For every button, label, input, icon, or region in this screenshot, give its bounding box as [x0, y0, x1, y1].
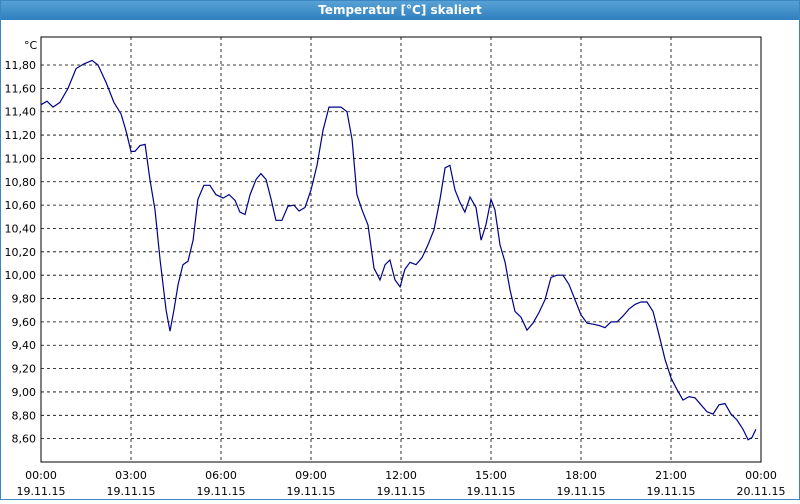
x-tick-label: 00:00: [745, 469, 777, 482]
y-tick-label: 10,00: [5, 269, 37, 282]
y-tick-label: 8,80: [12, 409, 37, 422]
y-tick-label: 9,60: [12, 316, 37, 329]
y-tick-label: 11,40: [5, 106, 37, 119]
y-tick-label: 9,80: [12, 293, 37, 306]
y-tick-label: 11,60: [5, 82, 37, 95]
y-tick-label: 10,80: [5, 176, 37, 189]
y-tick-label: 9,00: [12, 386, 37, 399]
x-tick-date: 19.11.15: [197, 485, 246, 498]
x-tick-date: 20.11.15: [737, 485, 786, 498]
x-tick-label: 12:00: [385, 469, 417, 482]
x-tick-date: 19.11.15: [287, 485, 336, 498]
x-tick-date: 19.11.15: [377, 485, 426, 498]
y-tick-label: 11,20: [5, 129, 37, 142]
x-tick-label: 00:00: [25, 469, 57, 482]
data-line: [40, 59, 757, 441]
y-tick-label: 10,60: [5, 199, 37, 212]
x-tick-date: 19.11.15: [17, 485, 66, 498]
chart-title: Temperatur [°C] skaliert: [318, 3, 482, 17]
y-tick-label: 9,20: [12, 363, 37, 376]
x-tick-label: 06:00: [205, 469, 237, 482]
y-tick-label: 11,80: [5, 59, 37, 72]
x-tick-label: 15:00: [475, 469, 507, 482]
x-tick-date: 19.11.15: [107, 485, 156, 498]
x-tick-date: 19.11.15: [467, 485, 516, 498]
x-tick-date: 19.11.15: [647, 485, 696, 498]
title-bar: [0, 0, 800, 20]
y-tick-label: 10,20: [5, 246, 37, 259]
x-tick-label: 03:00: [115, 469, 147, 482]
y-tick-label: 11,00: [5, 152, 37, 165]
y-unit: °C: [24, 39, 38, 52]
x-tick-label: 21:00: [655, 469, 687, 482]
x-tick-label: 18:00: [565, 469, 597, 482]
x-tick-label: 09:00: [295, 469, 327, 482]
y-tick-label: 9,40: [12, 339, 37, 352]
x-tick-date: 19.11.15: [557, 485, 606, 498]
y-tick-label: 10,40: [5, 222, 37, 235]
y-tick-label: 8,60: [12, 433, 37, 446]
